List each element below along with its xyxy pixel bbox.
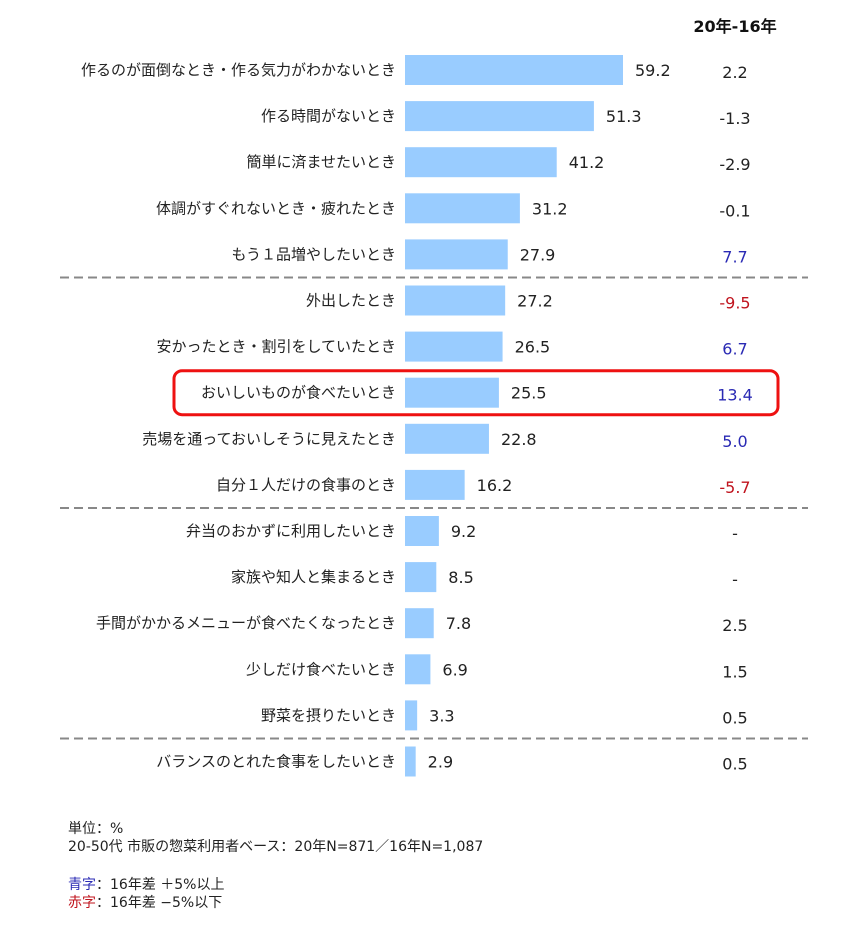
category-label: 外出したとき [306,292,396,310]
bar [405,55,623,85]
value-label: 27.9 [520,245,556,264]
diff-label: 7.7 [722,247,747,266]
diff-column-header: 20年-16年 [693,17,776,36]
value-label: 41.2 [569,153,605,172]
category-label: 家族や知人と集まるとき [231,568,396,586]
bar [405,377,499,408]
red-legend: 赤字：16年差 −5%以下 [68,894,224,912]
diff-label: 2.2 [722,63,747,82]
value-label: 26.5 [515,338,551,357]
category-label: 野菜を摂りたいとき [261,706,396,724]
chart-notes: 単位：% 20-50代 市販の惣菜利用者ベース：20年N=871／16年N=1,… [68,820,483,856]
value-label: 9.2 [451,522,476,541]
red-legend-text: ：16年差 −5%以下 [96,895,223,911]
diff-label: 0.5 [722,708,747,727]
category-label: 体調がすぐれないとき・疲れたとき [156,199,396,217]
highlight-box [172,369,780,417]
blue-legend: 青字：16年差 ＋5%以上 [68,876,224,894]
diff-label: 5.0 [722,432,747,451]
unit-note: 単位：% [68,821,124,837]
category-label: 手間がかかるメニューが食べたくなったとき [96,614,396,632]
bar [405,700,418,731]
category-label: 作る時間がないとき [261,107,396,125]
blue-legend-text: ：16年差 ＋5%以上 [96,877,225,893]
category-label: おいしいものが食べたいとき [201,384,396,402]
diff-label: -2.9 [719,155,750,174]
bar [405,423,489,454]
diff-label: - [732,570,738,589]
value-label: 7.8 [446,614,471,633]
category-label: 弁当のおかずに利用したいとき [186,522,396,540]
category-label: 売場を通っておいしそうに見えたとき [142,430,396,448]
category-label: 自分１人だけの食事のとき [216,476,396,494]
bar [405,562,437,593]
value-label: 2.9 [428,753,453,772]
diff-label: 6.7 [722,340,747,359]
blue-legend-key: 青字 [68,877,96,893]
diff-label: - [732,524,738,543]
value-label: 22.8 [501,430,537,449]
value-label: 8.5 [448,568,473,587]
category-label: 安かったとき・割引をしていたとき [156,338,396,356]
value-label: 3.3 [429,706,454,725]
diff-label: 13.4 [717,386,753,405]
value-label: 27.2 [517,292,553,311]
diff-label: 2.5 [722,616,747,635]
bar [405,746,416,777]
category-label: 作るのが面倒なとき・作る気力がわかないとき [81,61,396,79]
value-label: 51.3 [606,107,642,126]
bar [405,331,503,362]
base-note: 20-50代 市販の惣菜利用者ベース：20年N=871／16年N=1,087 [68,839,484,855]
value-label: 6.9 [442,660,467,679]
diff-label: 1.5 [722,662,747,681]
diff-label: 0.5 [722,755,747,774]
category-label: 少しだけ食べたいとき [246,660,396,678]
category-label: もう１品増やしたいとき [231,245,396,263]
bar [405,608,434,639]
bar [405,285,506,316]
red-legend-key: 赤字 [68,895,96,911]
bar [405,147,557,178]
diff-label: -0.1 [719,201,750,220]
value-label: 59.2 [635,61,671,80]
bar [405,101,594,132]
bar [405,239,508,270]
bar [405,516,439,546]
color-legend: 青字：16年差 ＋5%以上 赤字：16年差 −5%以下 [68,876,224,912]
diff-label: -1.3 [719,109,750,128]
value-label: 25.5 [511,384,547,403]
value-label: 31.2 [532,199,568,218]
bar [405,469,465,500]
category-label: バランスのとれた食事をしたいとき [156,753,396,771]
category-label: 簡単に済ませたいとき [246,153,396,171]
bar [405,193,520,224]
diff-label: -9.5 [719,294,750,313]
value-label: 16.2 [477,476,513,495]
bar [405,654,431,685]
diff-label: -5.7 [719,478,750,497]
